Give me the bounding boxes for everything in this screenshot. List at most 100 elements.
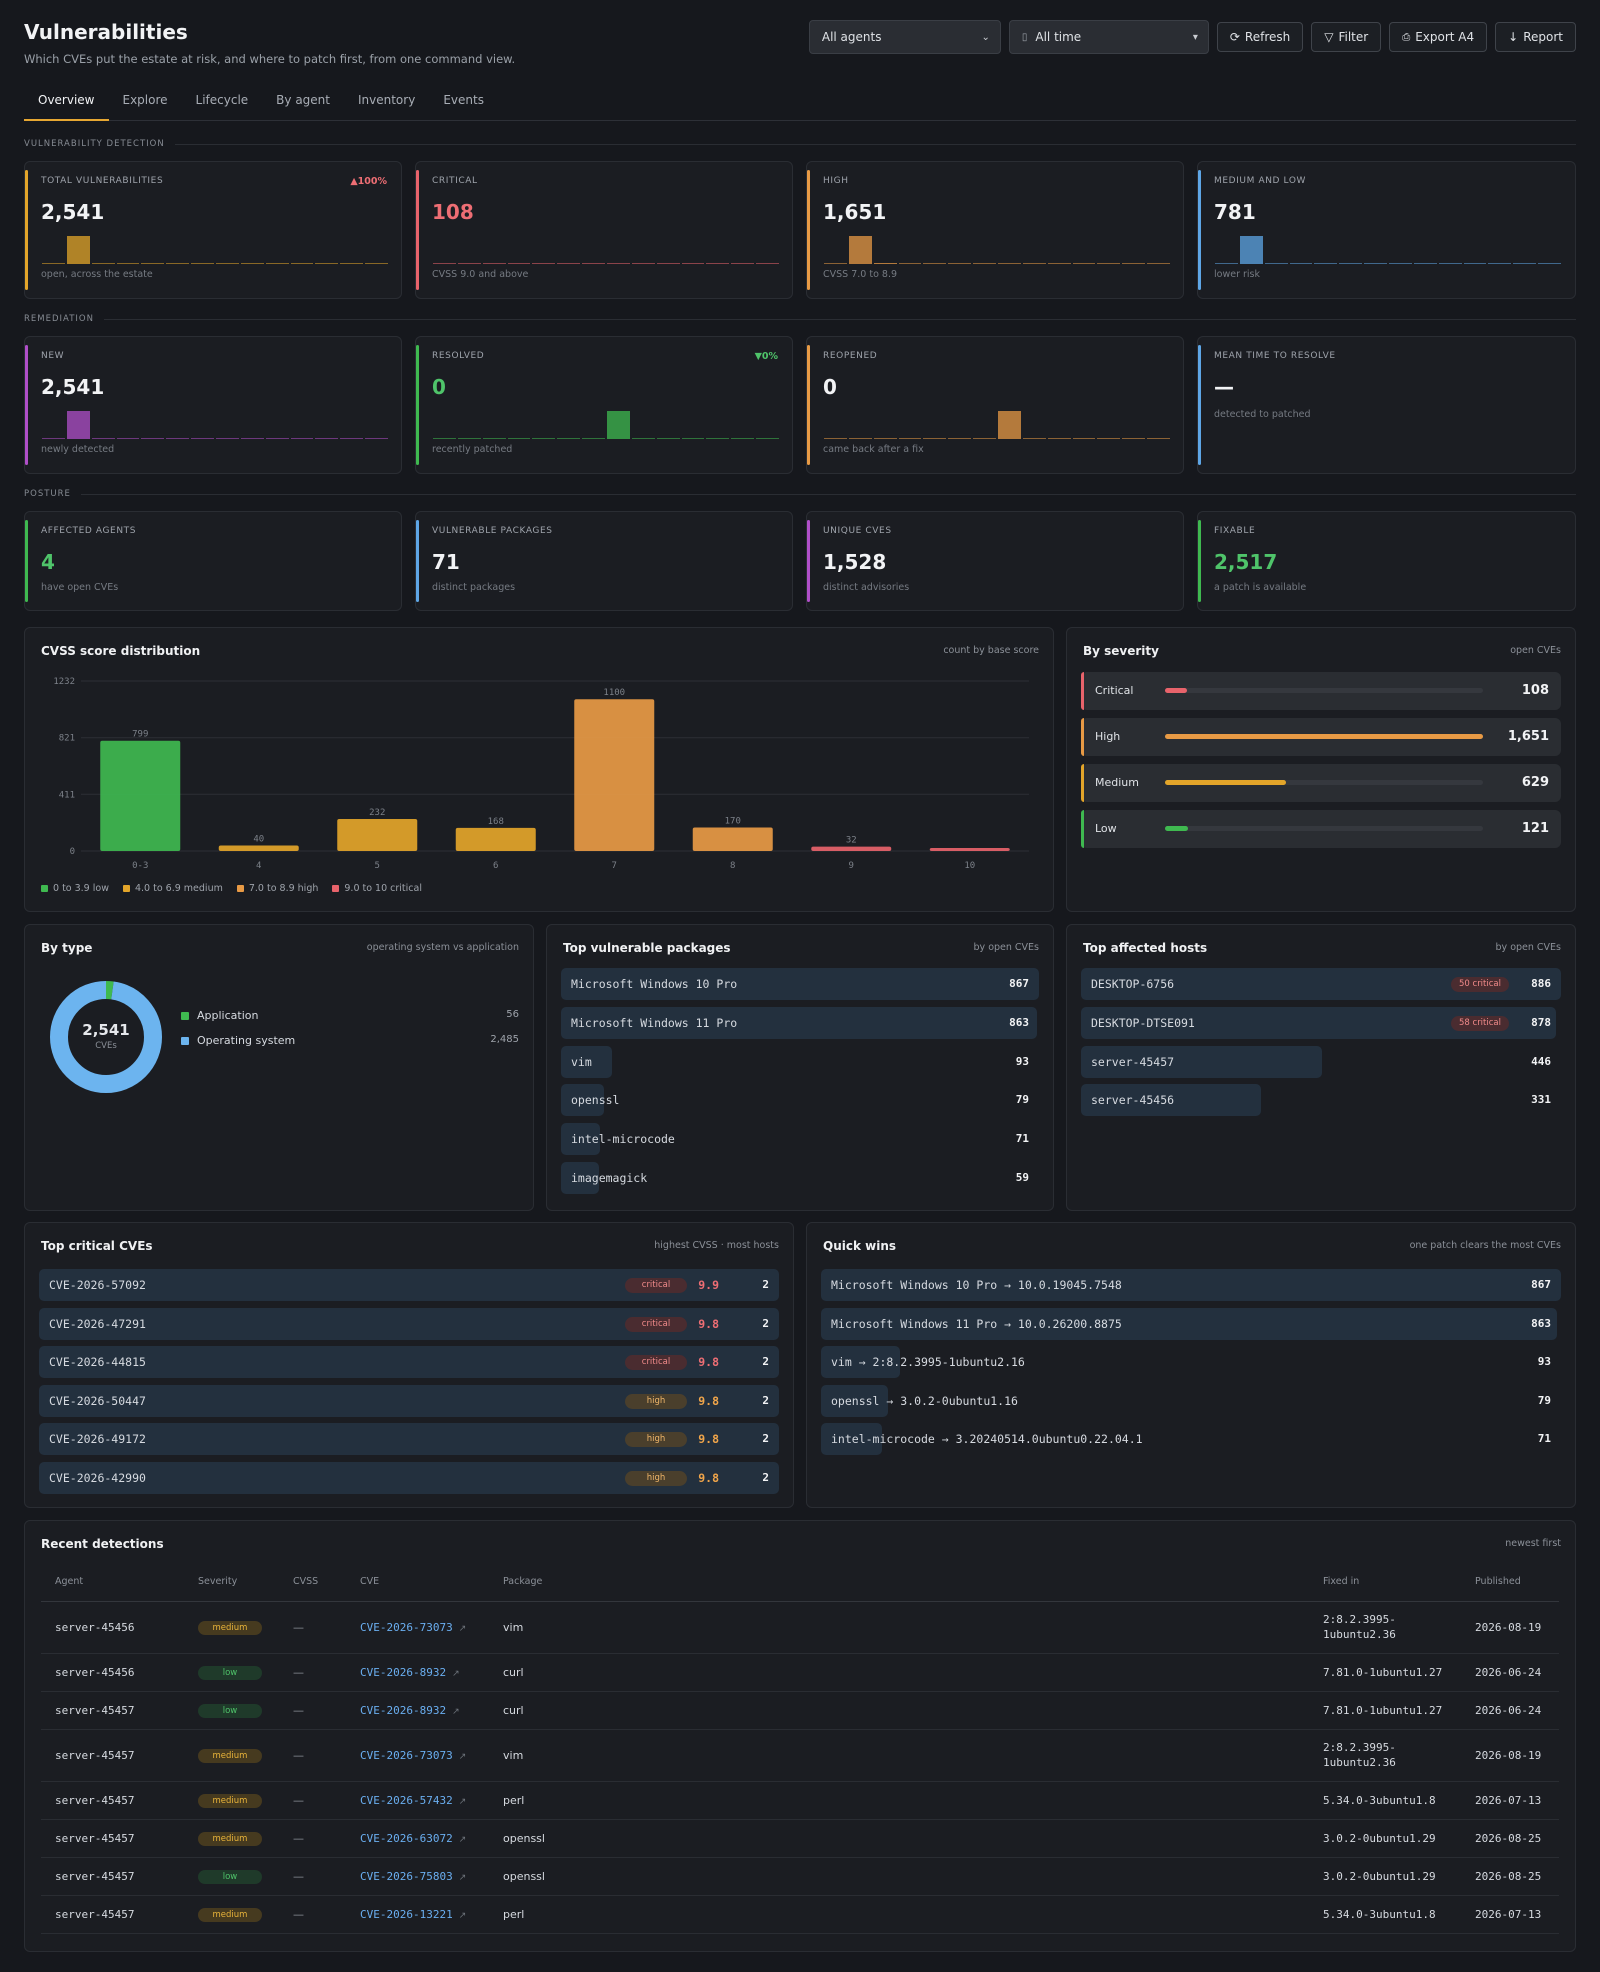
spark-bar xyxy=(1047,263,1071,264)
cve-link[interactable]: CVE-2026-73073 xyxy=(360,1748,453,1762)
list-item[interactable]: DESKTOP-6756 50 critical 886 xyxy=(1081,968,1561,1000)
list-item[interactable]: vim 93 xyxy=(561,1045,1039,1078)
filter-button[interactable]: ▽ Filter xyxy=(1311,22,1382,52)
cve-link[interactable]: CVE-2026-57432 xyxy=(360,1793,453,1807)
critical-cve-row[interactable]: CVE-2026-49172 high 9.8 2 xyxy=(39,1423,779,1455)
table-row[interactable]: server-45457 low — CVE-2026-75803 ↗ openssl 3.… xyxy=(41,1857,1559,1896)
critical-cve-row[interactable]: CVE-2026-42990 high 9.8 2 xyxy=(39,1461,779,1494)
external-link-icon[interactable]: ↗ xyxy=(458,1872,467,1883)
list-item[interactable]: intel-microcode → 3.20240514.0ubuntu0.22… xyxy=(821,1423,1561,1455)
table-row[interactable]: server-45457 medium — CVE-2026-13221 ↗ perl 5.… xyxy=(41,1895,1559,1934)
cvss-bar[interactable] xyxy=(455,827,536,851)
kpi-card-unique-cves[interactable]: UNIQUE CVES 1,528 distinct advisories xyxy=(806,511,1184,611)
spark-bar xyxy=(1147,438,1170,439)
column-header-severity[interactable]: Severity xyxy=(184,1563,279,1602)
kpi-card-vulnerable-packages[interactable]: VULNERABLE PACKAGES 71 distinct packages xyxy=(415,511,793,611)
kpi-card-medium-and-low[interactable]: MEDIUM AND LOW 781 lower risk xyxy=(1197,161,1576,299)
critical-cve-row[interactable]: CVE-2026-47291 critical 9.8 2 xyxy=(39,1307,779,1340)
severity-value: 629 xyxy=(1521,775,1549,790)
legend-swatch xyxy=(181,1012,189,1020)
cve-link[interactable]: CVE-2026-63072 xyxy=(360,1831,453,1845)
report-button[interactable]: ↓ Report xyxy=(1495,22,1576,52)
cvss-bar[interactable] xyxy=(929,848,1010,851)
cvss-bar[interactable] xyxy=(218,845,299,851)
table-row[interactable]: server-45456 medium — CVE-2026-73073 ↗ vim 2:8… xyxy=(41,1601,1559,1654)
external-link-icon[interactable]: ↗ xyxy=(458,1910,467,1921)
tab-lifecycle[interactable]: Lifecycle xyxy=(195,93,249,107)
kpi-card-affected-agents[interactable]: AFFECTED AGENTS 4 have open CVEs xyxy=(24,511,402,611)
external-link-icon[interactable]: ↗ xyxy=(458,1623,467,1634)
kpi-card-reopened[interactable]: REOPENED 0 came back after a fix xyxy=(806,336,1184,474)
spark-bar xyxy=(607,263,630,264)
column-header-cve[interactable]: CVE xyxy=(346,1563,489,1602)
external-link-icon[interactable]: ↗ xyxy=(458,1796,467,1807)
table-row[interactable]: server-45457 medium — CVE-2026-57432 ↗ perl 5.… xyxy=(41,1781,1559,1820)
list-item[interactable]: imagemagick 59 xyxy=(561,1162,1039,1194)
kpi-card-high[interactable]: HIGH 1,651 CVSS 7.0 to 8.9 xyxy=(806,161,1184,299)
column-header-package[interactable]: Package xyxy=(489,1563,1309,1602)
list-item[interactable]: openssl 79 xyxy=(561,1084,1039,1117)
kpi-card-fixable[interactable]: FIXABLE 2,517 a patch is available xyxy=(1197,511,1576,611)
cve-link[interactable]: CVE-2026-8932 xyxy=(360,1665,447,1679)
list-item[interactable]: Microsoft Windows 11 Pro → 10.0.26200.88… xyxy=(821,1307,1561,1340)
external-link-icon[interactable]: ↗ xyxy=(452,1668,460,1679)
tab-by-agent[interactable]: By agent xyxy=(276,93,330,107)
list-item[interactable]: DESKTOP-DTSE091 58 critical 878 xyxy=(1081,1006,1561,1039)
external-link-icon[interactable]: ↗ xyxy=(458,1751,467,1762)
severity-row-critical[interactable]: Critical 108 xyxy=(1081,672,1561,710)
cve-link[interactable]: CVE-2026-73073 xyxy=(360,1620,453,1634)
tab-explore[interactable]: Explore xyxy=(122,93,168,107)
cvss-bar[interactable] xyxy=(574,699,655,851)
spark-bar xyxy=(848,236,872,264)
severity-row-high[interactable]: High 1,651 xyxy=(1081,718,1561,756)
agent-select[interactable]: All agents ⌄ xyxy=(808,20,1001,54)
kpi-card-resolved[interactable]: RESOLVED 0 ▼0% recently patched xyxy=(415,336,793,474)
cvss-bar[interactable] xyxy=(337,818,418,851)
table-row[interactable]: server-45457 low — CVE-2026-8932 ↗ curl 7.81.0… xyxy=(41,1691,1559,1730)
list-item[interactable]: server-45456 331 xyxy=(1081,1084,1561,1117)
critical-cve-row[interactable]: CVE-2026-44815 critical 9.8 2 xyxy=(39,1346,779,1378)
cve-cell: CVE-2026-57432 ↗ xyxy=(346,1781,489,1820)
cvss-score: 9.8 xyxy=(698,1470,719,1485)
list-item[interactable]: Microsoft Windows 10 Pro → 10.0.19045.75… xyxy=(821,1269,1561,1301)
donut-slice[interactable] xyxy=(50,981,162,1093)
kpi-card-total-vulnerabilities[interactable]: TOTAL VULNERABILITIES 2,541 ▲100% open, acr… xyxy=(24,161,402,299)
cve-link[interactable]: CVE-2026-8932 xyxy=(360,1703,447,1717)
kpi-card-critical[interactable]: CRITICAL 108 CVSS 9.0 and above xyxy=(415,161,793,299)
column-header-fixed-in[interactable]: Fixed in xyxy=(1309,1563,1461,1602)
critical-cve-row[interactable]: CVE-2026-57092 critical 9.9 2 xyxy=(39,1269,779,1301)
severity-row-low[interactable]: Low 121 xyxy=(1081,810,1561,848)
list-item[interactable]: Microsoft Windows 10 Pro 867 xyxy=(561,968,1039,1000)
column-header-cvss[interactable]: CVSS xyxy=(279,1563,346,1602)
time-range-select[interactable]: ▯ All time ▾ xyxy=(1008,20,1209,54)
filter-label: Filter xyxy=(1338,30,1369,44)
external-link-icon[interactable]: ↗ xyxy=(452,1706,460,1717)
list-item[interactable]: intel-microcode 71 xyxy=(561,1123,1039,1156)
cvss-bar[interactable] xyxy=(100,740,181,851)
refresh-button[interactable]: ⟳ Refresh xyxy=(1216,22,1304,52)
cve-link[interactable]: CVE-2026-13221 xyxy=(360,1907,453,1921)
cve-link[interactable]: CVE-2026-75803 xyxy=(360,1869,453,1883)
published-cell: 2026-06-24 xyxy=(1461,1691,1559,1730)
tab-overview[interactable]: Overview xyxy=(24,88,109,121)
export-button[interactable]: ⎙ Export A4 xyxy=(1389,22,1488,52)
list-item[interactable]: vim → 2:8.2.3995-1ubuntu2.16 93 xyxy=(821,1346,1561,1378)
severity-row-medium[interactable]: Medium 629 xyxy=(1081,764,1561,802)
cvss-bar[interactable] xyxy=(811,846,892,851)
column-header-agent[interactable]: Agent xyxy=(41,1563,184,1602)
list-item[interactable]: Microsoft Windows 11 Pro 863 xyxy=(561,1006,1039,1039)
tab-inventory[interactable]: Inventory xyxy=(357,93,416,107)
critical-cve-row[interactable]: CVE-2026-50447 high 9.8 2 xyxy=(39,1384,779,1417)
tab-events[interactable]: Events xyxy=(443,93,484,107)
column-header-published[interactable]: Published xyxy=(1461,1563,1559,1602)
kpi-card-mean-time-to-resolve[interactable]: MEAN TIME TO RESOLVE — detected to patched xyxy=(1197,336,1576,474)
table-row[interactable]: server-45457 medium — CVE-2026-73073 ↗ vim 2:8… xyxy=(41,1729,1559,1782)
kpi-label: AFFECTED AGENTS xyxy=(41,526,137,536)
kpi-card-new[interactable]: NEW 2,541 newly detected xyxy=(24,336,402,474)
table-row[interactable]: server-45457 medium — CVE-2026-63072 ↗ openss… xyxy=(41,1819,1559,1858)
external-link-icon[interactable]: ↗ xyxy=(458,1834,467,1845)
list-item[interactable]: server-45457 446 xyxy=(1081,1045,1561,1078)
table-row[interactable]: server-45456 low — CVE-2026-8932 ↗ curl 7.81.0… xyxy=(41,1653,1559,1692)
cvss-bar[interactable] xyxy=(692,827,773,851)
list-item[interactable]: openssl → 3.0.2-0ubuntu1.16 79 xyxy=(821,1384,1561,1417)
